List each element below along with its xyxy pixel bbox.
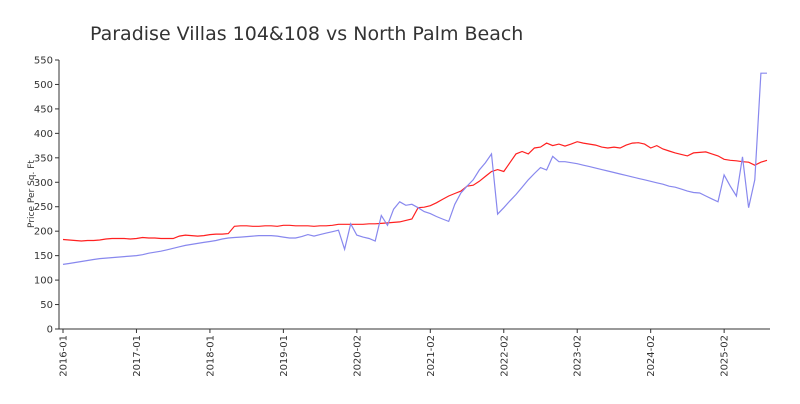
- series-line: [62, 72, 767, 265]
- series-line: [62, 141, 768, 242]
- y-tick-label: 200: [34, 227, 53, 238]
- x-tick-label: 2016-01: [59, 335, 70, 377]
- x-tick-label: 2018-01: [205, 335, 216, 377]
- x-tick-label: 2021-02: [426, 335, 437, 377]
- x-tick-label: 2025-02: [720, 335, 731, 377]
- x-tick-label: 2023-02: [573, 335, 584, 377]
- x-tick-label: 2019-01: [279, 335, 290, 377]
- y-tick-label: 300: [34, 178, 53, 189]
- y-tick-label: 100: [34, 276, 53, 287]
- y-tick-label: 550: [34, 56, 53, 67]
- y-tick-label: 350: [34, 153, 53, 164]
- y-tick-label: 450: [34, 104, 53, 115]
- y-tick-label: 0: [47, 325, 53, 336]
- y-tick-label: 50: [40, 300, 53, 311]
- chart-title: Paradise Villas 104&108 vs North Palm Be…: [90, 23, 523, 45]
- y-tick-label: 250: [34, 202, 53, 213]
- x-tick-label: 2020-02: [352, 335, 363, 377]
- x-tick-label: 2024-02: [646, 335, 657, 377]
- x-tick-label: 2022-02: [499, 335, 510, 377]
- y-tick-label: 500: [34, 80, 53, 91]
- y-tick-label: 150: [34, 251, 53, 262]
- y-axis-label: Price Per Sq. Ft: [27, 160, 37, 228]
- x-tick-label: 2017-01: [132, 335, 143, 377]
- y-tick-label: 400: [34, 129, 53, 140]
